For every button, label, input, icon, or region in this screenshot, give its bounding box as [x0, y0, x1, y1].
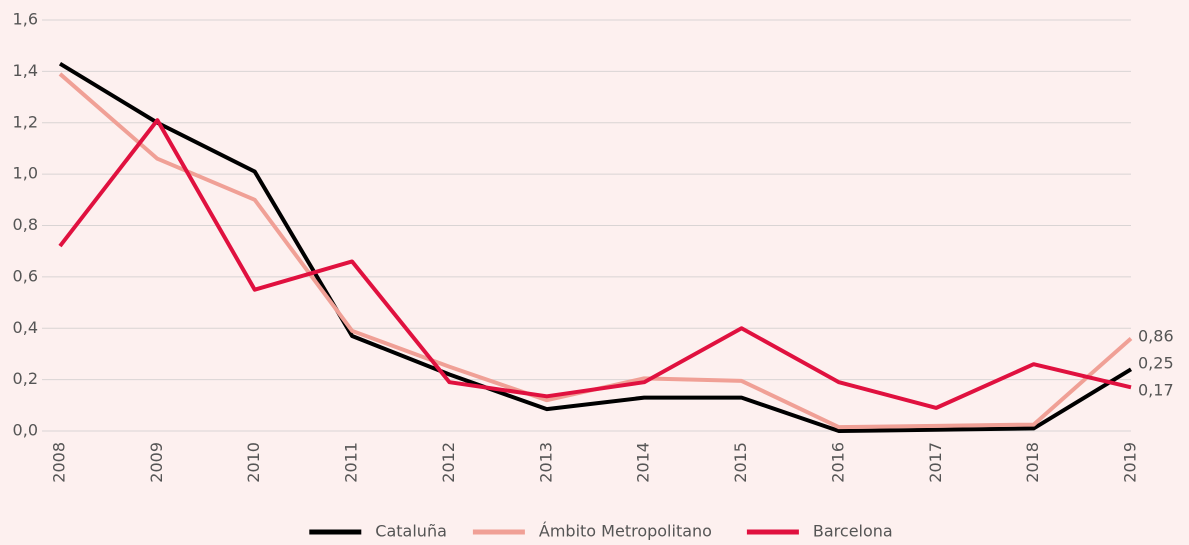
x-tick-label: 2014 — [634, 442, 653, 483]
x-tick-label: 2013 — [536, 442, 555, 483]
y-tick-label: 1,0 — [13, 164, 38, 183]
x-tick-label: 2009 — [147, 442, 166, 483]
x-tick-label: 2012 — [439, 442, 458, 483]
y-tick-label: 1,6 — [13, 10, 38, 29]
y-tick-label: 1,2 — [13, 112, 38, 131]
x-tick-label: 2017 — [926, 442, 945, 483]
legend-label: Cataluña — [375, 522, 447, 541]
legend-label: Ámbito Metropolitano — [539, 522, 712, 541]
x-tick-label: 2008 — [50, 442, 69, 483]
x-tick-label: 2015 — [731, 442, 750, 483]
legend-label: Barcelona — [813, 522, 893, 541]
x-tick-label: 2016 — [828, 442, 847, 483]
x-tick-label: 2019 — [1121, 442, 1140, 483]
series-line — [58, 118, 1132, 410]
annotation: 0,86 — [1138, 327, 1174, 346]
x-tick-label: 2011 — [342, 442, 361, 483]
x-tick-label: 2010 — [244, 442, 263, 483]
series-line — [58, 72, 1133, 430]
annotation: 0,17 — [1138, 381, 1174, 400]
y-tick-label: 1,4 — [13, 61, 38, 80]
y-tick-label: 0,0 — [13, 421, 38, 440]
series-line — [58, 61, 1133, 433]
y-tick-label: 0,6 — [13, 266, 38, 285]
y-tick-label: 0,2 — [13, 369, 38, 388]
y-tick-label: 0,8 — [13, 215, 38, 234]
y-tick-label: 0,4 — [13, 318, 38, 337]
annotation: 0,25 — [1138, 354, 1174, 373]
x-tick-label: 2018 — [1023, 442, 1042, 483]
